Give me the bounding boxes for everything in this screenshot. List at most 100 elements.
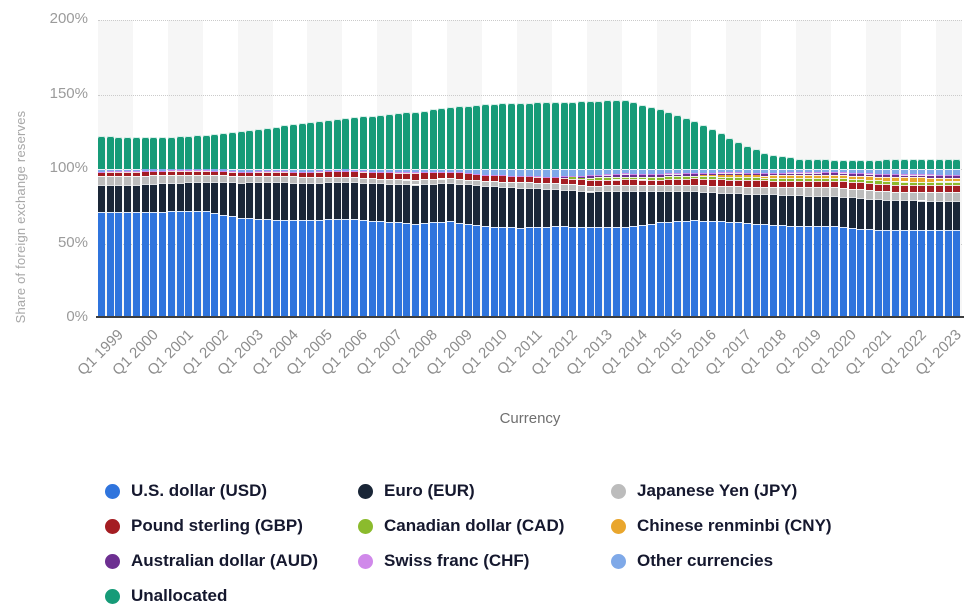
bar-segment[interactable] [752, 177, 760, 181]
bar-segment[interactable] [159, 175, 167, 184]
bar-segment[interactable] [752, 172, 760, 176]
bar-segment[interactable] [839, 172, 847, 176]
bar-segment[interactable] [935, 181, 943, 186]
bar-segment[interactable] [935, 192, 943, 201]
bar-segment[interactable] [150, 171, 158, 176]
bar-segment[interactable] [927, 181, 935, 186]
bar-segment[interactable] [586, 179, 594, 186]
bar-segment[interactable] [892, 159, 900, 169]
bar-segment[interactable] [909, 192, 917, 201]
bar-segment[interactable] [377, 178, 385, 184]
bar-segment[interactable] [551, 183, 559, 190]
bar-segment[interactable] [368, 183, 376, 221]
bar-segment[interactable] [665, 191, 673, 222]
bar-segment[interactable] [386, 172, 393, 180]
bar-segment[interactable] [839, 178, 847, 182]
bar-segment[interactable] [787, 225, 795, 318]
bar-segment[interactable] [246, 171, 254, 176]
bar-segment[interactable] [185, 211, 193, 318]
bar-segment[interactable] [900, 169, 908, 175]
bar-segment[interactable] [848, 188, 856, 198]
bar-segment[interactable] [708, 185, 716, 193]
bar-segment[interactable] [246, 218, 254, 318]
bar-segment[interactable] [342, 118, 350, 169]
bar-segment[interactable] [604, 100, 612, 169]
legend-item-swiss-franc-chf[interactable]: Swiss franc (CHF) [358, 550, 611, 572]
bar-segment[interactable] [918, 185, 926, 193]
bar-segment[interactable] [403, 184, 411, 223]
bar-segment[interactable] [272, 175, 280, 183]
bar-segment[interactable] [804, 175, 812, 178]
bar-segment[interactable] [848, 169, 856, 173]
bar-segment[interactable] [316, 121, 324, 169]
bar-segment[interactable] [604, 179, 612, 186]
bar-segment[interactable] [953, 185, 961, 193]
bar-segment[interactable] [726, 176, 734, 180]
bar-segment[interactable] [656, 109, 664, 169]
bar-segment[interactable] [429, 178, 437, 184]
bar-segment[interactable] [874, 183, 882, 191]
bar-segment[interactable] [211, 213, 219, 318]
bar-segment[interactable] [595, 169, 603, 175]
bar-segment[interactable] [691, 173, 699, 176]
bar-segment[interactable] [717, 221, 725, 318]
bar-segment[interactable] [761, 153, 769, 169]
bar-segment[interactable] [499, 181, 507, 187]
bar-segment[interactable] [787, 195, 795, 226]
bar-segment[interactable] [674, 178, 681, 186]
bar-segment[interactable] [953, 174, 961, 178]
bar-segment[interactable] [900, 174, 908, 178]
bar-segment[interactable] [263, 171, 271, 176]
bar-segment[interactable] [281, 176, 289, 183]
bar-segment[interactable] [857, 159, 865, 169]
bar-segment[interactable] [386, 221, 393, 318]
legend-item-u-s-dollar-usd[interactable]: U.S. dollar (USD) [105, 480, 358, 502]
bar-segment[interactable] [682, 191, 690, 221]
bar-segment[interactable] [804, 187, 812, 196]
bar-segment[interactable] [804, 177, 812, 181]
bar-segment[interactable] [796, 180, 804, 188]
bar-segment[interactable] [804, 195, 812, 227]
bar-segment[interactable] [647, 174, 655, 177]
bar-segment[interactable] [726, 172, 734, 176]
bar-segment[interactable] [691, 169, 699, 173]
bar-segment[interactable] [202, 170, 210, 175]
bar-segment[interactable] [333, 182, 341, 220]
bar-segment[interactable] [612, 227, 620, 318]
bar-segment[interactable] [813, 225, 821, 318]
bar-segment[interactable] [499, 103, 507, 169]
bar-segment[interactable] [909, 159, 917, 169]
bar-segment[interactable] [377, 183, 385, 222]
bar-segment[interactable] [883, 169, 891, 174]
bar-segment[interactable] [656, 222, 664, 318]
bar-segment[interactable] [115, 211, 123, 318]
bar-segment[interactable] [263, 219, 271, 318]
bar-segment[interactable] [831, 174, 839, 178]
bar-segment[interactable] [368, 171, 376, 179]
bar-segment[interactable] [796, 172, 804, 176]
bar-segment[interactable] [953, 200, 961, 231]
bar-segment[interactable] [586, 101, 594, 169]
bar-segment[interactable] [228, 131, 236, 169]
bar-segment[interactable] [324, 219, 332, 318]
bar-segment[interactable] [595, 175, 603, 178]
bar-segment[interactable] [220, 214, 228, 318]
bar-segment[interactable] [176, 136, 184, 169]
bar-segment[interactable] [595, 191, 603, 227]
bar-segment[interactable] [717, 175, 725, 177]
bar-segment[interactable] [639, 173, 647, 177]
bar-segment[interactable] [595, 100, 603, 169]
bar-segment[interactable] [98, 184, 105, 212]
bar-segment[interactable] [499, 175, 507, 182]
bar-segment[interactable] [578, 185, 585, 191]
bar-segment[interactable] [351, 171, 359, 178]
bar-segment[interactable] [359, 182, 367, 221]
bar-segment[interactable] [778, 172, 786, 176]
bar-segment[interactable] [420, 172, 428, 180]
bar-segment[interactable] [900, 192, 908, 201]
bar-segment[interactable] [813, 177, 821, 181]
bar-segment[interactable] [927, 174, 935, 178]
bar-segment[interactable] [612, 179, 620, 186]
bar-segment[interactable] [211, 133, 219, 169]
bar-segment[interactable] [543, 169, 551, 177]
